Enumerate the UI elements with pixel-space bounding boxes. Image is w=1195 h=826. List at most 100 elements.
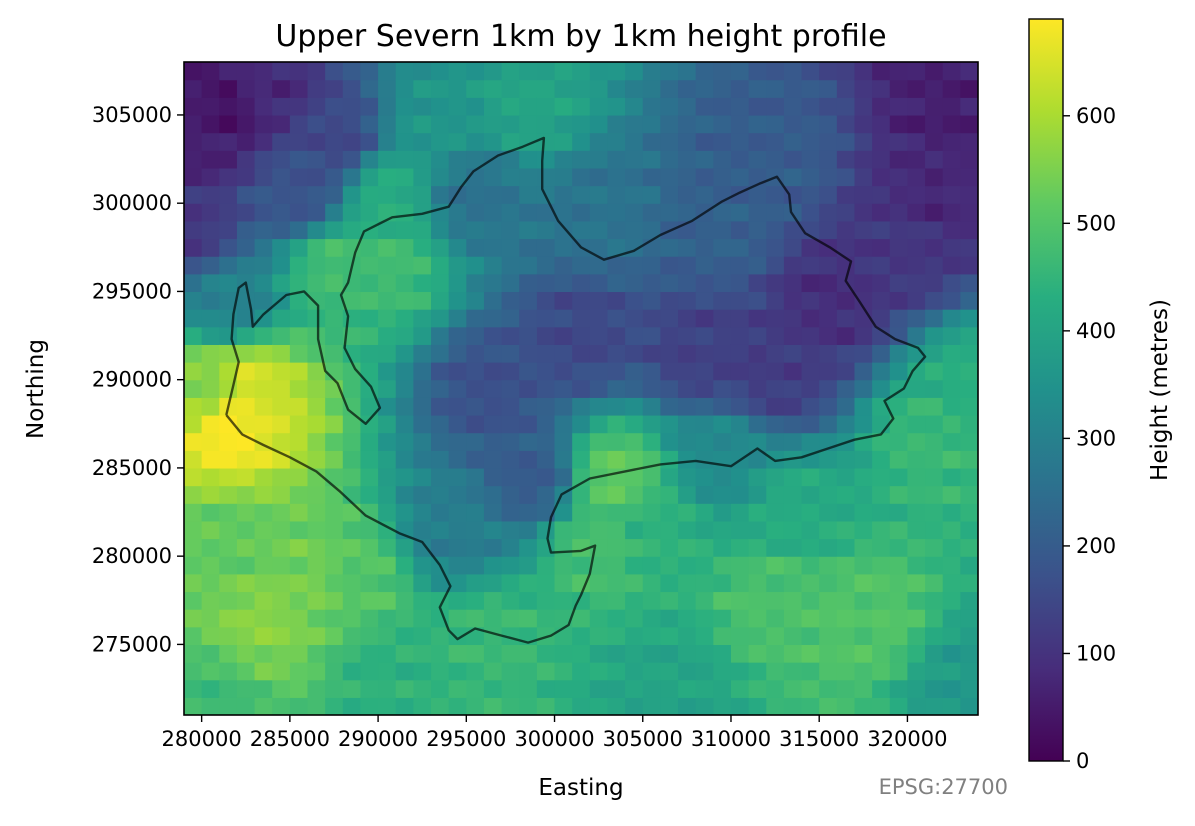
heatmap-cell (960, 97, 978, 116)
heatmap-cell (854, 591, 873, 610)
heatmap-cell (307, 503, 326, 522)
heatmap-cell (501, 414, 520, 434)
heatmap-cell (254, 344, 273, 363)
heatmap-cell (713, 203, 732, 222)
heatmap-cell (695, 114, 714, 134)
heatmap-cell (660, 79, 679, 98)
heatmap-cell (960, 397, 978, 416)
heatmap-cell (836, 485, 856, 504)
heatmap-cell (360, 291, 379, 310)
heatmap-cell (695, 538, 714, 557)
x-tick-label: 290000 (338, 727, 418, 751)
heatmap-cell (819, 397, 838, 416)
heatmap-cell (201, 609, 220, 628)
heatmap-cell (219, 520, 238, 540)
heatmap-cell (254, 644, 273, 663)
heatmap-cell (589, 591, 609, 610)
heatmap-cell (801, 573, 820, 593)
heatmap-cell (483, 485, 503, 504)
heatmap-cell (783, 485, 803, 504)
heatmap-cell (466, 556, 485, 575)
heatmap-cell (907, 79, 926, 98)
heatmap-cell (201, 203, 220, 222)
heatmap-cell (307, 556, 326, 575)
heatmap-cell (395, 256, 414, 275)
heatmap-cell (907, 450, 926, 469)
heatmap-cell (448, 679, 467, 698)
heatmap-cell (201, 538, 220, 557)
heatmap-cell (342, 450, 362, 469)
heatmap-cell (819, 644, 838, 663)
heatmap-cell (607, 220, 626, 240)
heatmap-cell (925, 114, 944, 134)
heatmap-cell (395, 397, 414, 416)
x-tick-label: 310000 (691, 727, 771, 751)
heatmap-cell (483, 573, 503, 593)
heatmap-cell (925, 79, 944, 98)
heatmap-cell (201, 379, 220, 398)
heatmap-cell (925, 503, 944, 522)
heatmap-cell (272, 203, 291, 222)
heatmap-cell (325, 62, 344, 81)
heatmap-cell (589, 150, 609, 169)
heatmap-cell (607, 79, 626, 98)
heatmap-cell (907, 556, 926, 575)
heatmap-cell (395, 97, 414, 116)
heatmap-cell (554, 97, 573, 116)
heatmap-cell (254, 379, 273, 398)
heatmap-cell (625, 256, 644, 275)
heatmap-cell (889, 167, 909, 187)
heatmap-cell (201, 697, 220, 715)
heatmap-cell (678, 167, 697, 187)
x-axis-ticks: 280000 285000 290000 295000 300000 305000 3100… (162, 715, 948, 751)
heatmap-cell (431, 450, 450, 469)
heatmap-cell (730, 679, 750, 698)
heatmap-cell (431, 167, 450, 187)
heatmap-cell (748, 503, 767, 522)
heatmap-cell (184, 185, 203, 204)
heatmap-cell (925, 609, 944, 628)
heatmap-cell (695, 556, 714, 575)
heatmap-cell (219, 662, 238, 681)
y-tick-label: 300000 (92, 191, 172, 215)
heatmap-cell (889, 97, 909, 116)
heatmap-cell (201, 503, 220, 522)
heatmap-cell (625, 150, 644, 169)
heatmap-cell (501, 256, 520, 275)
plot-frame (183, 61, 979, 716)
heatmap-cell (872, 362, 891, 381)
heatmap-cell (536, 114, 556, 134)
heatmap-cell (536, 520, 556, 540)
heatmap-cell (607, 344, 626, 363)
heatmap-cell (289, 556, 309, 575)
heatmap-cell (360, 662, 379, 681)
heatmap-cell (625, 503, 644, 522)
heatmap-cell (572, 450, 591, 469)
heatmap-cell (272, 503, 291, 522)
heatmap-cell (219, 591, 238, 610)
heatmap-cell (942, 662, 961, 681)
heatmap-cell (307, 538, 326, 557)
heatmap-cell (272, 520, 291, 540)
heatmap-cell (378, 626, 397, 646)
heatmap-cell (325, 626, 344, 646)
heatmap-cell (395, 626, 414, 646)
heatmap-cell (325, 97, 344, 116)
heatmap-cell (730, 344, 750, 363)
heatmap-cell (325, 291, 344, 310)
heatmap-cell (819, 414, 838, 434)
heatmap-cell (483, 467, 503, 487)
heatmap-cell (942, 150, 961, 169)
heatmap-cell (254, 397, 273, 416)
heatmap-cell (589, 503, 609, 522)
heatmap-cell (554, 520, 573, 540)
heatmap-cell (483, 62, 503, 81)
heatmap-cell (907, 626, 926, 646)
heatmap-cell (836, 450, 856, 469)
heatmap-cell (378, 644, 397, 663)
heatmap-cell (219, 238, 238, 257)
heatmap-cell (395, 220, 414, 240)
heatmap-cell (536, 326, 556, 345)
heatmap-cell (678, 379, 697, 398)
heatmap-cell (925, 626, 944, 646)
